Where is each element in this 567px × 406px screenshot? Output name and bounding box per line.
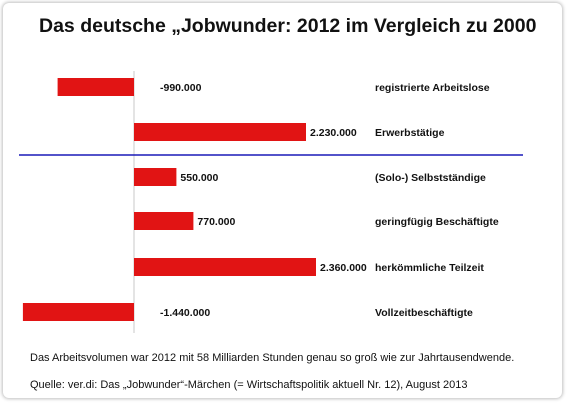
category-label-1: Erwerbstätige xyxy=(375,127,445,139)
bar-5 xyxy=(22,303,134,321)
bar-4 xyxy=(134,258,316,276)
value-label-3: 770.000 xyxy=(197,216,235,228)
chart-source: Quelle: ver.di: Das „Jobwunder“-Märchen … xyxy=(30,379,468,391)
chart-note: Das Arbeitsvolumen war 2012 mit 58 Milli… xyxy=(30,352,515,364)
bar-1 xyxy=(134,123,306,141)
bar-3 xyxy=(134,212,194,230)
value-label-5: -1.440.000 xyxy=(160,307,210,319)
value-label-4: 2.360.000 xyxy=(320,262,367,274)
category-label-0: registrierte Arbeitslose xyxy=(375,82,490,94)
value-label-2: 550.000 xyxy=(180,172,218,184)
bar-chart: -990.000 registrierte Arbeitslose 2.230.00… xyxy=(19,71,523,333)
value-label-1: 2.230.000 xyxy=(310,127,357,139)
bar-2 xyxy=(134,168,177,186)
bar-0 xyxy=(57,78,134,96)
chart-title: Das deutsche „Jobwunder: 2012 im Verglei… xyxy=(39,15,537,37)
value-label-0: -990.000 xyxy=(160,82,202,94)
category-label-3: geringfügig Beschäftigte xyxy=(375,216,499,228)
chart-frame: Das deutsche „Jobwunder: 2012 im Verglei… xyxy=(3,3,562,398)
category-label-2: (Solo-) Selbstständige xyxy=(375,172,486,184)
category-label-4: herkömmliche Teilzeit xyxy=(375,262,484,274)
category-label-5: Vollzeitbeschäftigte xyxy=(375,307,473,319)
